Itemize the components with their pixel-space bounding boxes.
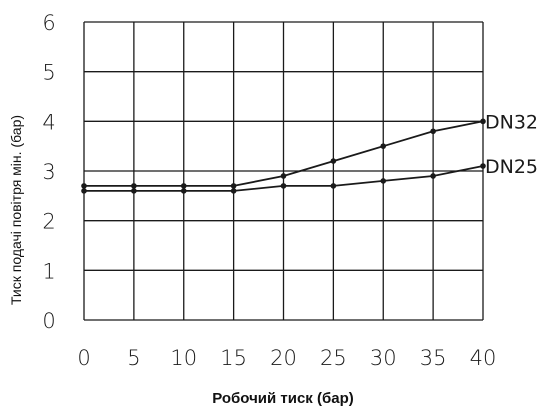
data-point [81, 188, 87, 194]
x-tick-label: 40 [470, 346, 497, 370]
data-point [230, 183, 237, 189]
series-dn32: DN32 [81, 111, 538, 189]
chart-grid [83, 21, 484, 321]
data-point [430, 128, 436, 135]
series-label: DN32 [485, 111, 538, 133]
x-axis-tick-labels: 0 5 10 15 20 25 30 35 40 [77, 346, 496, 370]
x-tick-label: 15 [220, 346, 247, 370]
y-tick-label: 6 [42, 11, 55, 35]
y-axis-tick-labels: 0 1 2 3 4 5 6 [42, 11, 55, 333]
y-tick-label: 2 [42, 210, 55, 234]
x-tick-label: 30 [370, 346, 397, 370]
y-tick-label: 5 [42, 61, 55, 85]
x-axis-title: Робочий тиск (бар) [212, 390, 354, 407]
data-point [480, 118, 486, 125]
data-point [280, 173, 287, 179]
x-tick-label: 25 [320, 346, 347, 370]
data-point [280, 183, 287, 189]
y-tick-label: 0 [42, 309, 55, 333]
x-tick-label: 0 [77, 346, 90, 370]
data-point [330, 158, 337, 164]
data-point [81, 183, 87, 189]
y-axis-title: Тиск подачі повітря мін. (бар) [8, 115, 24, 305]
data-point [131, 188, 137, 194]
data-point [180, 188, 187, 194]
data-point [380, 178, 387, 184]
data-point [330, 183, 337, 189]
series-label: DN25 [485, 156, 538, 178]
data-point [180, 183, 187, 189]
y-tick-label: 4 [42, 110, 55, 134]
data-point [230, 188, 237, 194]
chart-series: DN32 DN25 [81, 111, 538, 194]
x-tick-label: 10 [170, 346, 197, 370]
data-point [131, 183, 137, 189]
x-tick-label: 5 [127, 346, 140, 370]
x-tick-label: 20 [270, 346, 297, 370]
data-point [480, 163, 486, 169]
series-dn25: DN25 [81, 156, 538, 194]
y-tick-label: 3 [42, 160, 55, 184]
y-tick-label: 1 [42, 259, 55, 283]
x-tick-label: 35 [420, 346, 447, 370]
data-point [430, 173, 436, 179]
data-point [380, 143, 387, 149]
